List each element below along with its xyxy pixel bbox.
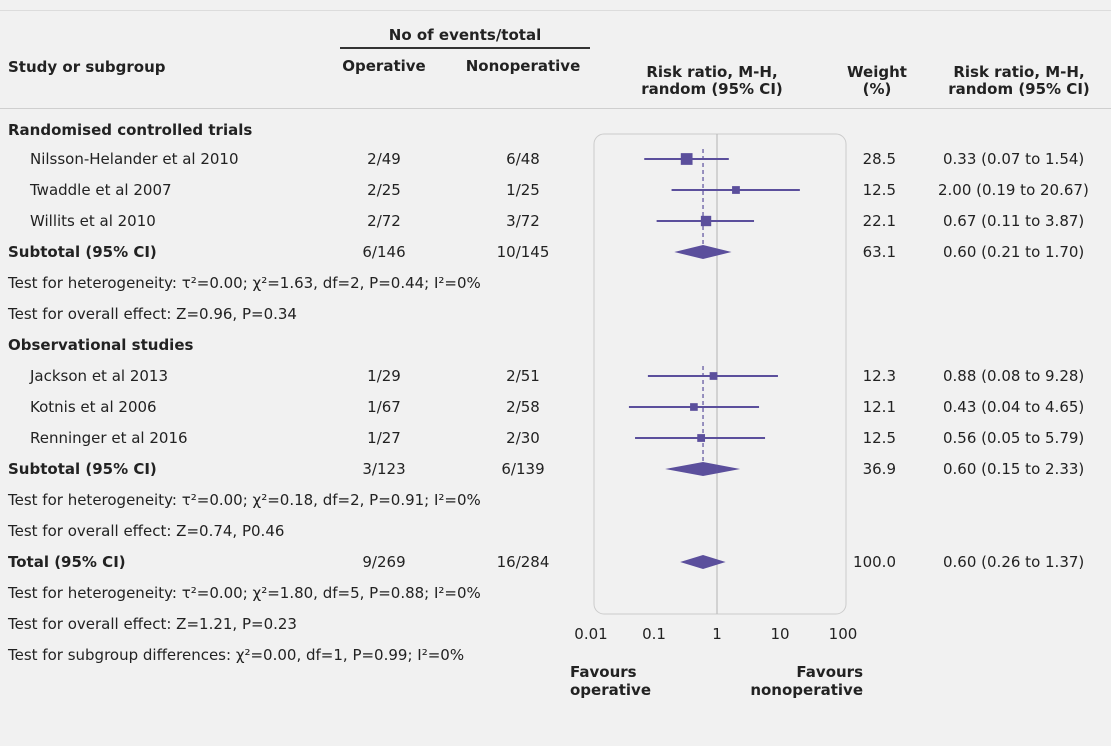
study-weight: 12.3 — [862, 367, 896, 385]
study-name: Jackson et al 2013 — [30, 367, 168, 385]
header-rr-col-line1: Risk ratio, M-H, — [953, 63, 1085, 81]
x-tick-label: 10 — [770, 625, 790, 643]
study-estimate-square — [697, 434, 706, 442]
x-tick-label: 100 — [828, 625, 858, 643]
header-operative: Operative — [342, 57, 426, 75]
total-operative: 9/269 — [362, 553, 406, 571]
study-ci: 0.88 (0.08 to 9.28) — [943, 367, 1085, 385]
study-estimate-square — [700, 215, 712, 227]
study-weight: 22.1 — [862, 212, 896, 230]
total-diamond — [680, 555, 726, 569]
favours-left-line1: Favours — [570, 663, 637, 681]
subtotal-diamond — [674, 245, 732, 259]
header-events-group: No of events/total — [388, 26, 542, 44]
study-estimate-square — [680, 153, 693, 165]
study-operative: 1/67 — [367, 398, 401, 416]
total-weight: 100.0 — [853, 553, 896, 571]
plot-frame — [593, 133, 847, 615]
study-operative: 1/27 — [367, 429, 401, 447]
subgroup-differences-text: Test for subgroup differences: χ²=0.00, … — [8, 646, 465, 664]
header-nonoperative: Nonoperative — [465, 57, 581, 75]
heterogeneity-text: Test for heterogeneity: τ²=0.00; χ²=1.63… — [8, 274, 481, 292]
study-ci: 0.33 (0.07 to 1.54) — [943, 150, 1085, 168]
study-nonoperative: 6/48 — [506, 150, 540, 168]
overall-effect-text: Test for overall effect: Z=0.96, P=0.34 — [8, 305, 297, 323]
study-weight: 12.5 — [862, 181, 896, 199]
group-label-observational: Observational studies — [8, 336, 194, 354]
group-label-rct: Randomised controlled trials — [8, 121, 253, 139]
study-weight: 12.1 — [862, 398, 896, 416]
study-ci: 0.67 (0.11 to 3.87) — [943, 212, 1085, 230]
study-operative: 2/49 — [367, 150, 401, 168]
x-tick-label: 0.1 — [642, 625, 666, 643]
favours-left-line2: operative — [570, 681, 651, 699]
study-estimate-square — [709, 372, 718, 380]
favours-right-line2: nonoperative — [750, 681, 863, 699]
subtotal-operative: 6/146 — [362, 243, 406, 261]
x-tick-label: 0.01 — [574, 625, 608, 643]
header-weight-line1: Weight — [847, 63, 907, 81]
study-nonoperative: 2/58 — [506, 398, 540, 416]
study-name: Nilsson-Helander et al 2010 — [30, 150, 239, 168]
subtotal-nonoperative: 10/145 — [496, 243, 550, 261]
subtotal-nonoperative: 6/139 — [501, 460, 545, 478]
overall-effect-text: Test for overall effect: Z=0.74, P0.46 — [8, 522, 285, 540]
study-nonoperative: 2/51 — [506, 367, 540, 385]
study-name: Willits et al 2010 — [30, 212, 156, 230]
total-nonoperative: 16/284 — [496, 553, 550, 571]
favours-right-line1: Favours — [796, 663, 863, 681]
subtotal-ci: 0.60 (0.21 to 1.70) — [943, 243, 1085, 261]
study-operative: 1/29 — [367, 367, 401, 385]
study-name: Twaddle et al 2007 — [30, 181, 172, 199]
study-operative: 2/72 — [367, 212, 401, 230]
study-nonoperative: 1/25 — [506, 181, 540, 199]
subtotal-diamond — [665, 462, 741, 476]
x-tick-label: 1 — [712, 625, 722, 643]
study-name: Kotnis et al 2006 — [30, 398, 157, 416]
study-name: Renninger et al 2016 — [30, 429, 188, 447]
study-nonoperative: 3/72 — [506, 212, 540, 230]
header-study: Study or subgroup — [8, 58, 166, 76]
study-estimate-square — [690, 403, 698, 411]
header-rr-col-line2: random (95% CI) — [948, 80, 1090, 98]
subtotal-weight: 36.9 — [862, 460, 896, 478]
study-weight: 12.5 — [862, 429, 896, 447]
study-ci: 0.43 (0.04 to 4.65) — [943, 398, 1085, 416]
header-rule — [0, 108, 1111, 109]
subtotal-weight: 63.1 — [862, 243, 896, 261]
subtotal-ci: 0.60 (0.15 to 2.33) — [943, 460, 1085, 478]
top-border — [0, 10, 1111, 11]
header-plot-col-line1: Risk ratio, M-H, — [646, 63, 778, 81]
study-nonoperative: 2/30 — [506, 429, 540, 447]
total-heterogeneity-text: Test for heterogeneity: τ²=0.00; χ²=1.80… — [8, 584, 481, 602]
study-ci: 0.56 (0.05 to 5.79) — [943, 429, 1085, 447]
subtotal-label: Subtotal (95% CI) — [8, 243, 157, 261]
study-weight: 28.5 — [862, 150, 896, 168]
header-weight-line2: (%) — [862, 80, 892, 98]
study-operative: 2/25 — [367, 181, 401, 199]
subtotal-operative: 3/123 — [362, 460, 406, 478]
header-plot-col-line2: random (95% CI) — [641, 80, 783, 98]
study-ci: 2.00 (0.19 to 20.67) — [938, 181, 1089, 199]
heterogeneity-text: Test for heterogeneity: τ²=0.00; χ²=0.18… — [8, 491, 481, 509]
total-overall-effect-text: Test for overall effect: Z=1.21, P=0.23 — [8, 615, 297, 633]
total-ci: 0.60 (0.26 to 1.37) — [943, 553, 1085, 571]
total-label: Total (95% CI) — [8, 553, 126, 571]
events-group-rule — [340, 47, 590, 49]
study-estimate-square — [732, 186, 740, 194]
subtotal-label: Subtotal (95% CI) — [8, 460, 157, 478]
